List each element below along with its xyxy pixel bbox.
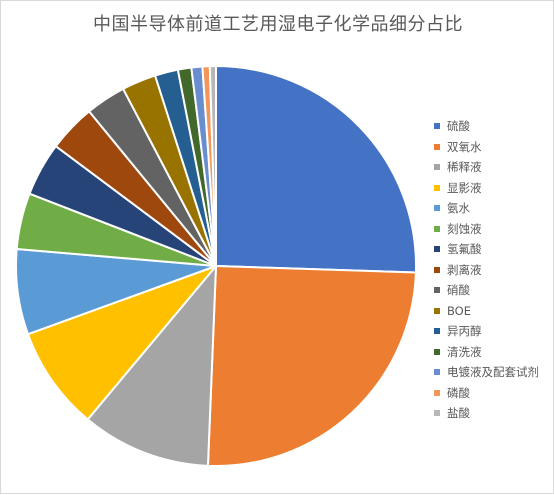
legend-label: 硝酸 xyxy=(447,283,470,298)
legend-label: 氨水 xyxy=(447,201,470,216)
legend-label: 电镀液及配套试剂 xyxy=(447,365,539,380)
legend-swatch xyxy=(434,164,440,171)
pie-slice-3 xyxy=(27,265,217,421)
legend-swatch xyxy=(434,287,440,294)
legend-item: 盐酸 xyxy=(434,403,539,424)
legend-item: 剥离液 xyxy=(434,260,539,281)
pie-slice-2 xyxy=(86,265,217,467)
legend-label: 显影液 xyxy=(447,180,482,195)
legend-label: 剥离液 xyxy=(447,262,482,277)
pie-slice-0 xyxy=(215,65,417,274)
legend-item: 氢氟酸 xyxy=(434,239,539,260)
legend-swatch xyxy=(434,266,440,273)
chart-legend: 硫酸双氧水稀释液显影液氨水刻蚀液氢氟酸剥离液硝酸 BOE 异丙醇清洗液电镀液及配套试… xyxy=(434,116,539,424)
legend-item: 稀释液 xyxy=(434,157,539,178)
legend-item: 电镀液及配套试剂 xyxy=(434,362,539,383)
legend-item: 显影液 xyxy=(434,178,539,199)
legend-swatch xyxy=(434,307,440,314)
legend-label: 磷酸 xyxy=(447,385,470,400)
legend-label: 稀释液 xyxy=(447,160,482,175)
legend-item: 磷酸 xyxy=(434,383,539,404)
legend-swatch xyxy=(434,369,440,376)
legend-swatch xyxy=(434,246,440,253)
legend-swatch xyxy=(434,225,440,232)
legend-swatch xyxy=(434,184,440,191)
legend-swatch xyxy=(434,123,440,130)
legend-item: 氨水 xyxy=(434,198,539,219)
legend-swatch xyxy=(434,348,440,355)
legend-item: 刻蚀液 xyxy=(434,219,539,240)
legend-swatch xyxy=(434,143,440,150)
legend-swatch xyxy=(434,389,440,396)
legend-label: 双氧水 xyxy=(447,139,482,154)
chart-title: 中国半导体前道工艺用湿电子化学品细分占比 xyxy=(93,14,463,35)
legend-label: 异丙醇 xyxy=(447,324,482,339)
legend-label: 硫酸 xyxy=(447,119,470,134)
legend-item: 双氧水 xyxy=(434,137,539,158)
legend-item: 硫酸 xyxy=(434,116,539,137)
legend-swatch xyxy=(434,410,440,417)
legend-swatch xyxy=(434,205,440,212)
pie-slice-1 xyxy=(206,265,417,467)
legend-item: BOE xyxy=(434,301,539,322)
legend-item: 异丙醇 xyxy=(434,321,539,342)
legend-label: 清洗液 xyxy=(447,344,482,359)
legend-label: 盐酸 xyxy=(447,406,470,421)
legend-label: 刻蚀液 xyxy=(447,221,482,236)
pie-slice-14 xyxy=(208,65,217,267)
legend-label: 氢氟酸 xyxy=(447,242,482,257)
legend-item: 清洗液 xyxy=(434,342,539,363)
legend-swatch xyxy=(434,328,440,335)
legend-item: 硝酸 xyxy=(434,280,539,301)
legend-label: BOE xyxy=(447,303,472,318)
